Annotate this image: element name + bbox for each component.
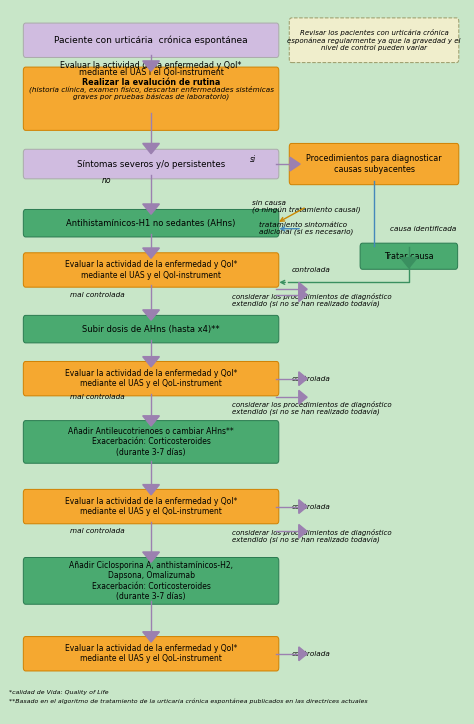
Polygon shape [143,61,159,71]
Text: *calidad de Vida: Quality of Life: *calidad de Vida: Quality of Life [9,689,109,694]
Text: Añadir Ciclosporina A, anthistamínicos-H2,
Dapsona, Omalizumab
Exacerbación: Cor: Añadir Ciclosporina A, anthistamínicos-H… [69,561,233,601]
FancyBboxPatch shape [23,421,279,463]
FancyBboxPatch shape [23,557,279,605]
Text: considerar los procedimientos de diagnóstico
extendido (si no se han realizado t: considerar los procedimientos de diagnós… [231,401,391,416]
FancyBboxPatch shape [23,489,279,523]
Text: (historia clínica, examen físico, descartar enfermedades sistémicas
graves por p: (historia clínica, examen físico, descar… [28,85,273,101]
FancyBboxPatch shape [23,23,279,57]
Text: Procedimientos para diagnosticar
causas subyacentes: Procedimientos para diagnosticar causas … [306,154,442,174]
Text: mal controlada: mal controlada [70,395,125,400]
Text: si: si [250,156,256,164]
Polygon shape [299,647,307,660]
Polygon shape [290,157,300,171]
Text: mal controlada: mal controlada [70,292,125,298]
Text: mal controlada: mal controlada [70,529,125,534]
Text: Evaluar la actividad de la enfermedad y Qol*
mediante el UAS y el QoL-instrument: Evaluar la actividad de la enfermedad y … [65,369,237,388]
Polygon shape [143,204,159,214]
Polygon shape [143,248,159,258]
Polygon shape [143,552,159,563]
FancyBboxPatch shape [23,149,279,179]
Polygon shape [143,632,159,642]
Text: Síntomas severos y/o persistentes: Síntomas severos y/o persistentes [77,159,225,169]
FancyBboxPatch shape [23,361,279,396]
FancyBboxPatch shape [23,316,279,343]
FancyBboxPatch shape [23,636,279,671]
Text: **Basado en el algoritmo de tratamiento de la urticaria crónica espontánea publi: **Basado en el algoritmo de tratamiento … [9,699,368,704]
Text: Subir dosis de AHns (hasta x4)**: Subir dosis de AHns (hasta x4)** [82,324,220,334]
Text: Antihistamínicos-H1 no sedantes (AHns): Antihistamínicos-H1 no sedantes (AHns) [66,219,236,228]
Text: Evaluar la actividad de la enfermedad y Qol*: Evaluar la actividad de la enfermedad y … [60,62,242,70]
Text: mediante el UAS i el Qol-instrument: mediante el UAS i el Qol-instrument [79,68,224,77]
Text: Realizar la evalución de rutina: Realizar la evalución de rutina [82,77,220,87]
Text: no: no [102,176,112,185]
Polygon shape [299,282,307,296]
Polygon shape [299,288,307,302]
Text: Revisar los pacientes con urticária crónica
esponánea regularmente ya que la gra: Revisar los pacientes con urticária crón… [287,30,461,51]
FancyBboxPatch shape [23,67,279,130]
Polygon shape [299,524,307,538]
Polygon shape [299,500,307,513]
Text: controlada: controlada [292,267,331,273]
FancyBboxPatch shape [360,243,458,269]
Text: controlada: controlada [292,651,331,657]
Text: controlada: controlada [292,504,331,510]
Text: considerar los procedimientos de diagnóstico
extendido (si no se han realizado t: considerar los procedimientos de diagnós… [231,292,391,308]
Polygon shape [299,372,307,385]
Polygon shape [143,484,159,495]
Polygon shape [143,310,159,320]
FancyBboxPatch shape [289,143,459,185]
Text: considerar los procedimientos de diagnóstico
extendido (si no se han realizado t: considerar los procedimientos de diagnós… [231,529,391,544]
Text: Añadir Antileucotrienoes o cambiar AHns**
Exacerbación: Corticosteroides
(durant: Añadir Antileucotrienoes o cambiar AHns*… [68,427,234,457]
FancyBboxPatch shape [289,18,459,62]
Polygon shape [143,143,159,153]
Text: Evaluar la actividad de la enfermedad y Qol*
mediante el UAS y el Qol-instrument: Evaluar la actividad de la enfermedad y … [65,261,237,279]
Polygon shape [299,390,307,404]
FancyBboxPatch shape [23,209,279,237]
Text: tratamiento sintomático
adicional (si es necesario): tratamiento sintomático adicional (si es… [259,222,354,235]
Text: Evaluar la actividad de la enfermedad y Qol*
mediante el UAS y el QoL-instrument: Evaluar la actividad de la enfermedad y … [65,644,237,663]
Text: causa identificada: causa identificada [390,226,456,232]
Polygon shape [401,258,417,268]
Text: controlada: controlada [292,376,331,382]
Polygon shape [143,357,159,367]
Text: sin causa
(o ningún tratamiento causal): sin causa (o ningún tratamiento causal) [252,200,361,214]
Text: Paciente con urticária  crónica espontánea: Paciente con urticária crónica espontáne… [54,35,248,45]
Text: Evaluar la actividad de la enfermedad y Qol*
mediante el UAS y el QoL-instrument: Evaluar la actividad de la enfermedad y … [65,497,237,516]
Text: Tratar causa: Tratar causa [384,252,434,261]
Polygon shape [143,416,159,426]
FancyBboxPatch shape [23,253,279,287]
